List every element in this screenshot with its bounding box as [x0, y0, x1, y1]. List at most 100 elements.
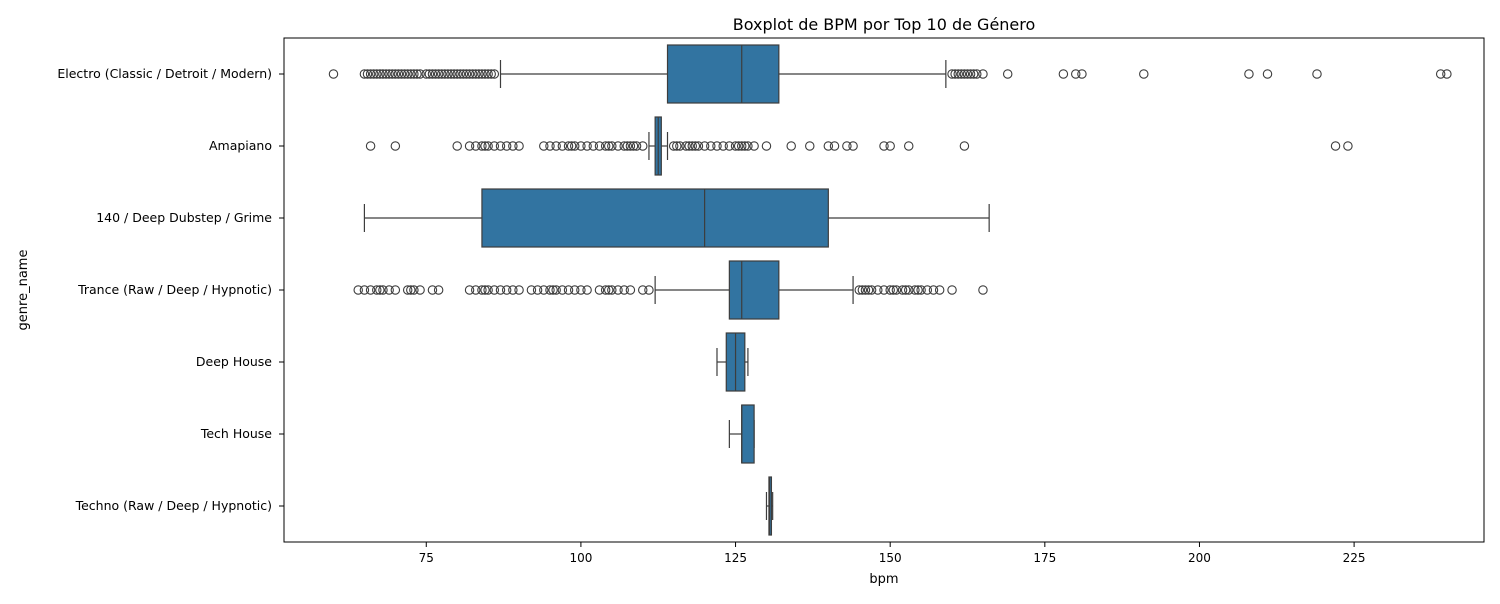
outlier-point	[375, 285, 385, 295]
outlier-point	[563, 285, 574, 295]
outlier-point	[539, 285, 549, 295]
y-tick-label: Trance (Raw / Deep / Hypnotic)	[77, 282, 272, 297]
outlier-point	[501, 141, 512, 151]
outlier-point	[359, 69, 370, 79]
outlier-point	[406, 69, 416, 79]
outlier-point	[962, 69, 973, 79]
outlier-point	[638, 141, 648, 151]
outlier-point	[449, 69, 459, 79]
outlier-point	[501, 285, 512, 295]
outlier-point	[365, 69, 376, 79]
outlier-point	[675, 141, 685, 151]
outlier-point	[1058, 69, 1069, 79]
outlier-point	[489, 141, 500, 151]
y-tick-label: Amapiano	[209, 138, 272, 153]
outlier-point	[842, 141, 852, 151]
outlier-point	[433, 285, 444, 295]
outlier-point	[959, 141, 970, 151]
outlier-point	[464, 69, 475, 79]
y-tick-label: Techno (Raw / Deep / Hypnotic)	[75, 498, 272, 513]
outlier-point	[557, 285, 568, 295]
outlier-point	[399, 69, 410, 79]
outlier-point	[910, 285, 920, 295]
outlier-point	[464, 141, 475, 151]
box-iqr	[666, 44, 780, 104]
outlier-point	[532, 285, 543, 295]
outlier-point	[829, 141, 840, 151]
outlier-point	[461, 69, 472, 79]
box-iqr	[741, 404, 755, 464]
outlier-point	[588, 141, 599, 151]
outlier-point	[384, 285, 394, 295]
y-tick-label: Tech House	[200, 426, 272, 441]
outlier-point	[619, 141, 629, 151]
outlier-point	[477, 285, 487, 295]
outlier-point	[390, 285, 401, 295]
outlier-point	[972, 69, 982, 79]
outlier-point	[922, 285, 933, 295]
outlier-point	[684, 141, 694, 151]
outlier-point	[638, 285, 648, 295]
outlier-point	[480, 285, 490, 295]
outlier-point	[607, 285, 617, 295]
outlier-point	[947, 69, 957, 79]
outlier-point	[903, 285, 914, 295]
outlier-point	[551, 141, 561, 151]
box-iqr	[768, 476, 773, 536]
outlier-point	[900, 285, 911, 295]
outlier-point	[1343, 141, 1353, 151]
outlier-point	[699, 141, 710, 151]
x-tick-label: 75	[419, 551, 434, 565]
outlier-point	[594, 141, 605, 151]
outlier-point	[396, 69, 407, 79]
outlier-point	[409, 285, 419, 295]
outlier-point	[384, 69, 394, 79]
outlier-point	[390, 69, 401, 79]
outlier-point	[891, 285, 902, 295]
outlier-point	[508, 141, 518, 151]
outlier-point	[433, 69, 444, 79]
outlier-point	[600, 285, 611, 295]
outlier-point	[619, 285, 629, 295]
outlier-point	[761, 141, 772, 151]
outlier-point	[471, 141, 481, 151]
outlier-point	[569, 285, 580, 295]
outlier-point	[885, 285, 895, 295]
outlier-point	[440, 69, 450, 79]
outlier-point	[693, 141, 704, 151]
outlier-point	[903, 141, 914, 151]
outlier-point	[730, 141, 741, 151]
outlier-point	[375, 69, 385, 79]
outlier-point	[978, 285, 988, 295]
outlier-point	[483, 141, 493, 151]
outlier-point	[353, 285, 363, 295]
outlier-point	[959, 69, 970, 79]
outlier-point	[443, 69, 453, 79]
outlier-point	[464, 285, 475, 295]
outlier-point	[854, 285, 865, 295]
outlier-point	[1071, 69, 1081, 79]
outlier-point	[424, 69, 435, 79]
outlier-point	[968, 69, 979, 79]
outlier-point	[1077, 69, 1087, 79]
outlier-point	[947, 285, 957, 295]
outlier-point	[1442, 69, 1452, 79]
outlier-point	[415, 69, 425, 79]
outlier-point	[625, 285, 636, 295]
outlier-point	[613, 285, 623, 295]
outlier-point	[736, 141, 747, 151]
box-iqr	[728, 260, 780, 320]
outlier-point	[740, 141, 750, 151]
outlier-point	[706, 141, 716, 151]
outlier-point	[603, 285, 614, 295]
outlier-point	[873, 285, 883, 295]
outlier-point	[897, 285, 908, 295]
outlier-point	[486, 69, 496, 79]
outlier-point	[888, 285, 899, 295]
outlier-point	[1002, 69, 1013, 79]
y-tick-label: Electro (Classic / Detroit / Modern)	[57, 66, 272, 81]
outlier-point	[879, 285, 889, 295]
outlier-point	[421, 69, 432, 79]
outlier-point	[860, 285, 871, 295]
outlier-point	[576, 285, 586, 295]
